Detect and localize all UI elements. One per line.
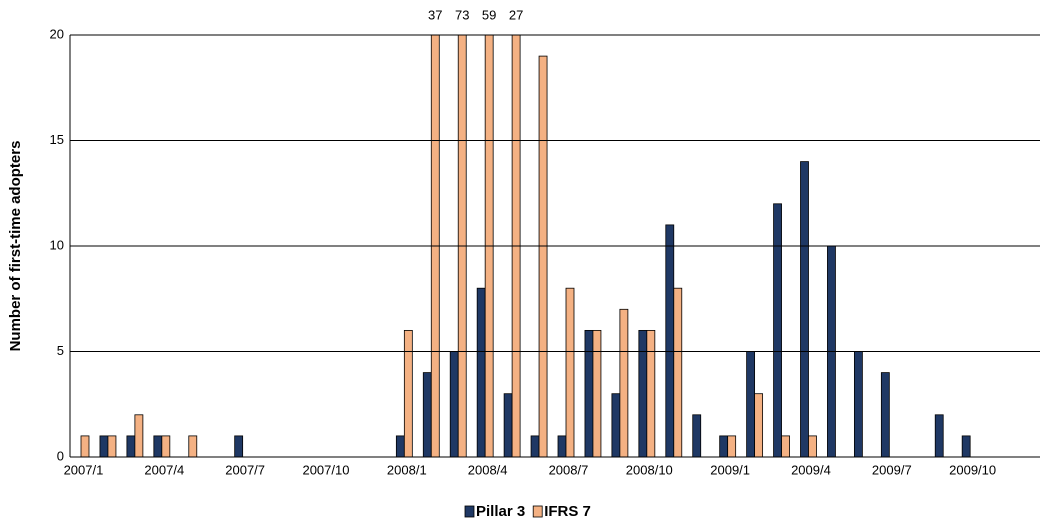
bar: [592, 329, 602, 458]
x-tick-label: 2008/4: [468, 462, 508, 477]
x-tick-label: 2009/10: [949, 462, 996, 477]
x-tick-label: 2008/10: [626, 462, 673, 477]
x-tick-label: 2009/1: [710, 462, 750, 477]
x-tick-label: 2009/4: [791, 462, 831, 477]
legend-label: Pillar 3: [476, 503, 525, 520]
bar: [746, 351, 756, 458]
value-label: 27: [509, 7, 523, 22]
bar: [457, 35, 467, 458]
bar: [754, 393, 764, 458]
y-tick-label: 5: [57, 343, 64, 358]
bar: [673, 287, 683, 458]
bar: [557, 435, 567, 458]
legend-label: IFRS 7: [544, 503, 591, 520]
bar: [638, 329, 648, 458]
bar: [476, 287, 486, 458]
bar: [107, 435, 117, 458]
bar: [611, 393, 621, 458]
bar: [565, 287, 575, 458]
bar: [80, 435, 90, 458]
bar: [511, 35, 521, 458]
y-tick-label: 15: [50, 132, 64, 147]
bar: [619, 308, 629, 458]
bar: [484, 35, 494, 458]
bar: [800, 161, 809, 458]
bar: [665, 224, 675, 458]
bar: [880, 372, 890, 458]
x-tick-label: 2008/7: [549, 462, 589, 477]
bar: [808, 435, 817, 458]
x-tick-label: 2009/7: [872, 462, 912, 477]
bar: [727, 435, 737, 458]
legend-swatch: [464, 505, 475, 518]
bar: [430, 35, 440, 458]
bar: [530, 435, 540, 458]
y-axis-title: Number of first-time adopters: [7, 141, 24, 352]
bar: [153, 435, 163, 458]
bar: [234, 435, 244, 458]
bar: [449, 351, 459, 458]
x-tick-label: 2007/1: [64, 462, 104, 477]
x-tick-label: 2007/10: [302, 462, 349, 477]
bar: [934, 414, 944, 458]
y-tick-label: 10: [50, 237, 64, 252]
bar: [422, 372, 432, 458]
bar-area: [80, 35, 971, 458]
bar: [692, 414, 702, 458]
bar: [853, 351, 863, 458]
y-tick-label: 0: [57, 448, 64, 463]
x-tick-label: 2007/4: [144, 462, 184, 477]
bar: [646, 329, 656, 458]
bar: [719, 435, 729, 458]
bar: [126, 435, 136, 458]
legend-swatch: [532, 505, 543, 518]
bar: [584, 329, 594, 458]
bar: [538, 55, 548, 458]
y-tick-label: 20: [50, 26, 64, 41]
bar: [773, 203, 782, 458]
bar: [134, 414, 144, 458]
x-tick-label: 2008/1: [387, 462, 427, 477]
bar: [781, 435, 790, 458]
x-tick-label: 2007/7: [225, 462, 265, 477]
bar: [395, 435, 405, 458]
value-label: 37: [428, 7, 442, 22]
value-label: 73: [455, 7, 469, 22]
bar: [961, 435, 971, 458]
bar: [403, 329, 413, 458]
value-label: 59: [482, 7, 496, 22]
bar: [161, 435, 171, 458]
bar: [503, 393, 513, 458]
bar: [188, 435, 198, 458]
bar: [99, 435, 109, 458]
